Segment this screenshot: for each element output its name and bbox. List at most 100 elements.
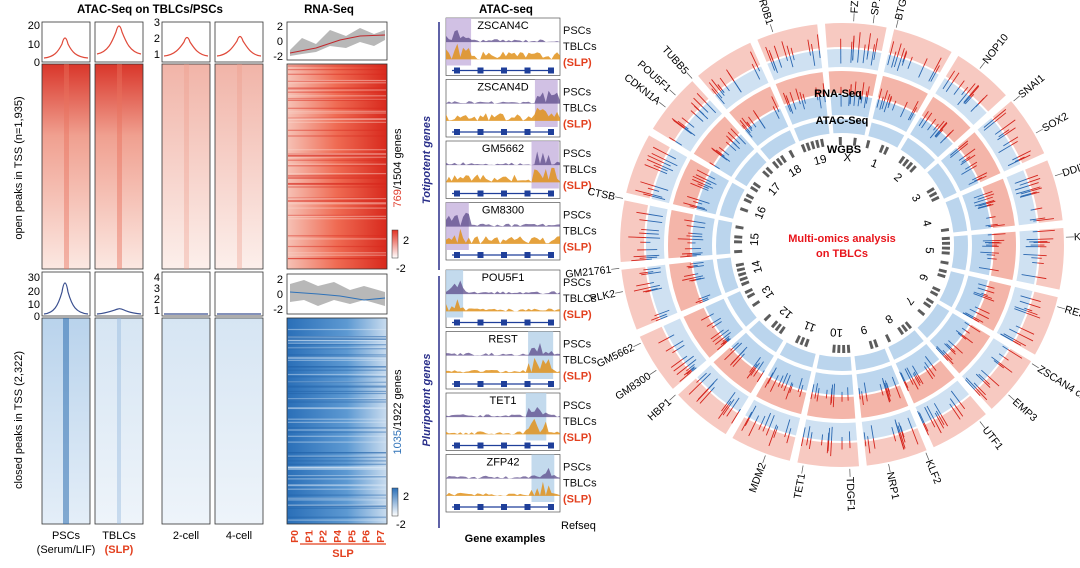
rna-stripe bbox=[288, 165, 386, 166]
circos-gene-label: GM21761 bbox=[565, 264, 612, 281]
gene-exon bbox=[501, 443, 507, 449]
circos-title-line2: on TBLCs bbox=[816, 248, 868, 260]
gene-label-tick bbox=[770, 24, 773, 32]
rna-stripe bbox=[288, 370, 386, 371]
rna-stripe bbox=[288, 160, 386, 161]
gene-exon bbox=[454, 191, 460, 197]
chromosome-label: 16 bbox=[753, 205, 769, 221]
rna-stripe bbox=[288, 238, 386, 239]
rna-stripe bbox=[288, 87, 386, 88]
rna-profile-tick: 2 bbox=[277, 21, 283, 33]
gene-exon bbox=[478, 68, 484, 74]
wgbs-track bbox=[717, 258, 739, 294]
atac-spike bbox=[692, 254, 701, 255]
circos-gene-label: UTF1 bbox=[980, 424, 1006, 452]
rna-stripe bbox=[288, 135, 386, 136]
profile-box bbox=[215, 272, 263, 316]
chromosome-band bbox=[837, 345, 840, 353]
atac-heatmap-title: ATAC-Seq on TBLCs/PSCs bbox=[77, 4, 223, 16]
atac-blue-track bbox=[812, 372, 854, 395]
atac-spike bbox=[860, 394, 861, 399]
circos-gene-label: NR0B1 bbox=[754, 0, 776, 27]
rna-stripe bbox=[288, 357, 386, 358]
profile-box bbox=[42, 272, 90, 316]
wgbs-track bbox=[716, 220, 732, 255]
rna-title: RNA-Seq bbox=[304, 4, 354, 16]
chromosome-ideogram bbox=[853, 338, 883, 353]
rna-spike bbox=[822, 434, 823, 440]
circos-gene-label: SP110 bbox=[869, 0, 885, 16]
circos-gene-label: TET1 bbox=[792, 472, 808, 500]
gene-exon bbox=[478, 443, 484, 449]
rna-stripe bbox=[288, 157, 386, 158]
rna-down-scale-bottom: -2 bbox=[396, 519, 406, 531]
rna-stripe bbox=[288, 436, 386, 437]
rna-stripe bbox=[288, 343, 386, 344]
chromosome-band bbox=[847, 345, 850, 353]
rna-stripe bbox=[288, 366, 386, 367]
gene-name: ZSCAN4D bbox=[477, 82, 528, 94]
rna-stripe bbox=[288, 74, 386, 75]
rna-stripe bbox=[288, 407, 386, 408]
chromosome-label: 11 bbox=[802, 318, 818, 334]
closed-peaks-label: closed peaks in TSS (2,322) bbox=[13, 351, 25, 489]
rna-stripe bbox=[288, 469, 386, 470]
gene-exon bbox=[501, 191, 507, 197]
rna-spike bbox=[828, 433, 829, 441]
gene-exon bbox=[525, 320, 531, 326]
gene-label-tick bbox=[889, 464, 891, 472]
chromosome-label: 1 bbox=[869, 157, 879, 171]
totipotent-label: Totipotent genes bbox=[421, 116, 433, 204]
rna-stripe bbox=[288, 118, 386, 119]
atac-spike bbox=[986, 218, 989, 219]
rna-stripe bbox=[288, 98, 386, 99]
ring-label-atac: ATAC-Seq bbox=[816, 115, 869, 127]
profile-bottom-tick: 0 bbox=[34, 311, 40, 323]
rna-stripe bbox=[288, 484, 386, 485]
gene-exon bbox=[454, 252, 460, 258]
rna-stripe bbox=[288, 200, 386, 201]
closed-heatmap bbox=[162, 318, 210, 524]
gene-exon bbox=[454, 381, 460, 387]
circos-gene-label: GM8300 bbox=[613, 370, 653, 403]
rna-stripe bbox=[288, 89, 386, 90]
sample-label: P4 bbox=[332, 530, 344, 543]
track-row-label: TBLCs bbox=[563, 226, 597, 238]
rna-stripe bbox=[288, 464, 386, 465]
rna-spike bbox=[1037, 263, 1044, 264]
rna-down-count-highlight: 1035 bbox=[392, 430, 404, 454]
rna-stripe bbox=[288, 258, 386, 259]
rna-stripe bbox=[288, 149, 386, 150]
column-label: TBLCs bbox=[102, 530, 136, 542]
track-row-label: (SLP) bbox=[563, 119, 592, 131]
rna-stripe bbox=[288, 218, 386, 219]
column-label: 4-cell bbox=[226, 530, 252, 542]
track-row-label: TBLCs bbox=[563, 416, 597, 428]
chromosome-label: 6 bbox=[916, 272, 930, 282]
rna-stripe bbox=[288, 339, 386, 340]
rna-stripe bbox=[288, 111, 386, 112]
rna-stripe bbox=[288, 460, 386, 461]
rna-stripe bbox=[288, 429, 386, 430]
track-row-label: (SLP) bbox=[563, 57, 592, 69]
rna-stripe bbox=[288, 399, 386, 400]
rna-stripe bbox=[288, 130, 386, 131]
atac-spike bbox=[678, 239, 692, 240]
rna-stripe bbox=[288, 354, 386, 355]
circos-gene-label: ZSCAN4 clusters bbox=[1035, 363, 1080, 416]
rna-spike bbox=[643, 269, 647, 270]
gene-label-tick bbox=[1036, 129, 1043, 133]
track-row-label: PSCs bbox=[563, 339, 592, 351]
rna-stripe bbox=[288, 442, 386, 443]
gene-name: ZSCAN4C bbox=[477, 20, 528, 32]
rna-stripe bbox=[288, 499, 386, 500]
rna-stripe bbox=[288, 340, 386, 341]
rna-stripe bbox=[288, 419, 386, 420]
rna-stripe bbox=[288, 498, 386, 499]
gene-exon bbox=[525, 443, 531, 449]
atac-spike bbox=[693, 265, 697, 266]
atac-spike bbox=[834, 384, 835, 395]
